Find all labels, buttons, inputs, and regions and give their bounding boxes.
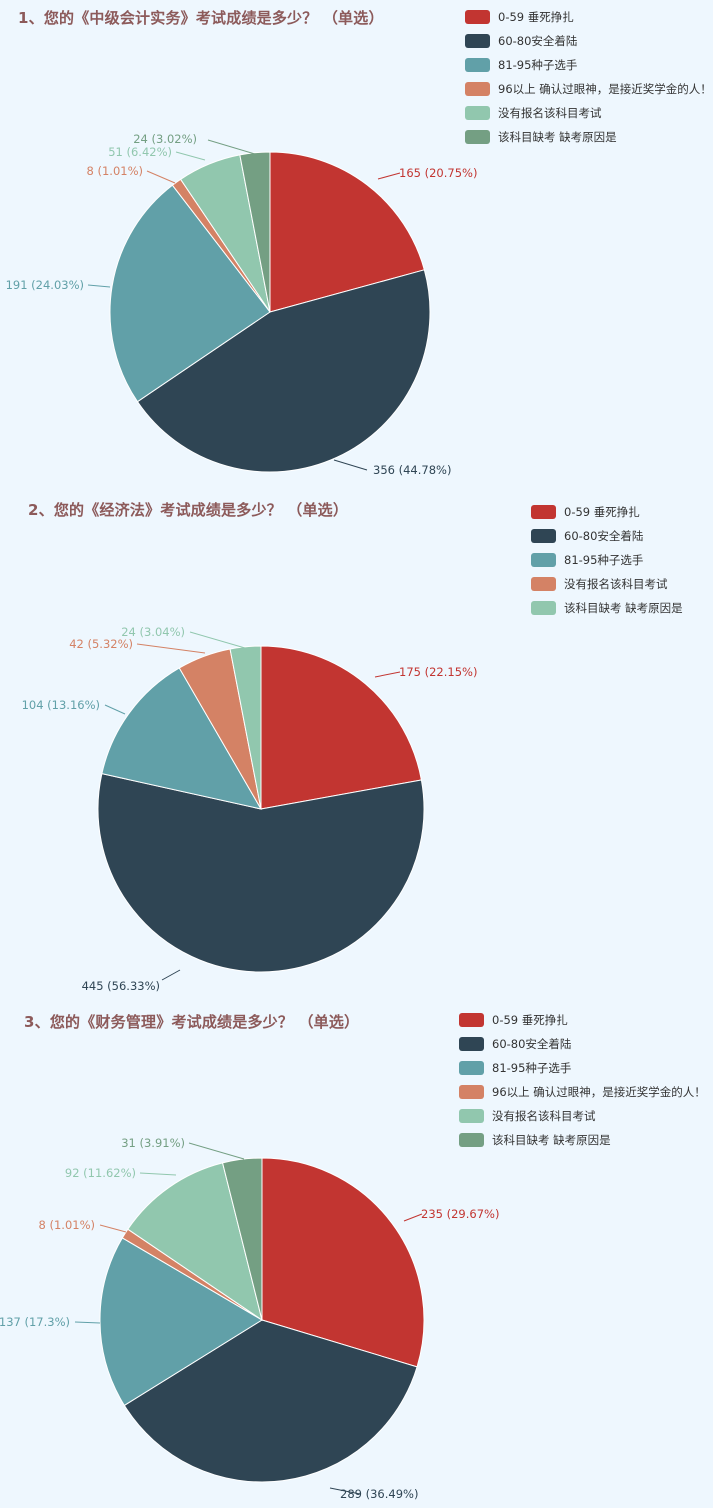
legend-swatch bbox=[459, 1109, 484, 1123]
slice-data-label: 51 (6.42%) bbox=[108, 145, 172, 159]
legend-label: 0-59 垂死挣扎 bbox=[498, 10, 574, 24]
slice-data-label: 92 (11.62%) bbox=[65, 1166, 136, 1180]
label-leader-line bbox=[136, 643, 206, 654]
chart-2: 2、您的《经济法》考试成绩是多少？ （单选） 0-59 垂死挣扎 60-80安全… bbox=[0, 490, 713, 1000]
pie-slice[interactable] bbox=[269, 151, 425, 313]
legend-swatch bbox=[459, 1013, 484, 1027]
pie-slice[interactable] bbox=[261, 1157, 425, 1368]
pie-slice[interactable] bbox=[221, 1157, 263, 1321]
legend-label: 0-59 垂死挣扎 bbox=[492, 1013, 568, 1027]
chart-3-title: 3、您的《财务管理》考试成绩是多少？ （单选） bbox=[24, 1013, 360, 1031]
legend-swatch bbox=[531, 505, 556, 519]
label-leader-line bbox=[74, 1321, 101, 1324]
slice-data-label: 165 (20.75%) bbox=[399, 166, 477, 180]
label-leader-line bbox=[207, 139, 256, 155]
legend-swatch bbox=[459, 1037, 484, 1051]
label-leader-line bbox=[329, 1487, 361, 1495]
legend-label: 该科目缺考 缺考原因是 bbox=[498, 130, 617, 144]
slice-data-label: 104 (13.16%) bbox=[22, 698, 100, 712]
label-leader-line bbox=[139, 1172, 177, 1176]
legend-label: 96以上 确认过眼神，是接近奖学金的人！ bbox=[498, 82, 712, 96]
label-leader-line bbox=[99, 1224, 127, 1233]
slice-data-label: 8 (1.01%) bbox=[87, 164, 143, 178]
slice-data-label: 175 (22.15%) bbox=[399, 665, 477, 679]
legend-label: 96以上 确认过眼神，是接近奖学金的人！ bbox=[492, 1085, 706, 1099]
label-leader-line bbox=[175, 151, 206, 161]
label-leader-line bbox=[104, 704, 126, 715]
chart-2-title: 2、您的《经济法》考试成绩是多少？ （单选） bbox=[28, 501, 349, 519]
pie-slice[interactable] bbox=[239, 151, 271, 313]
legend-swatch bbox=[465, 82, 490, 96]
legend-label: 0-59 垂死挣扎 bbox=[564, 505, 640, 519]
legend-label: 60-80安全着陆 bbox=[564, 529, 644, 543]
chart-3: 3、您的《财务管理》考试成绩是多少？ （单选） 0-59 垂死挣扎 60-80安… bbox=[0, 1000, 713, 1508]
slice-data-label: 24 (3.02%) bbox=[133, 132, 197, 146]
legend-label: 没有报名该科目考试 bbox=[564, 577, 668, 591]
legend-swatch bbox=[465, 58, 490, 72]
legend-swatch bbox=[531, 601, 556, 615]
slice-data-label: 24 (3.04%) bbox=[121, 625, 185, 639]
legend-label: 81-95种子选手 bbox=[564, 553, 644, 567]
legend-swatch bbox=[465, 106, 490, 120]
slice-data-label: 31 (3.91%) bbox=[121, 1136, 185, 1150]
legend-label: 60-80安全着陆 bbox=[498, 34, 578, 48]
pie-slice[interactable] bbox=[127, 1162, 263, 1322]
pie-slice[interactable] bbox=[229, 645, 262, 810]
slice-data-label: 8 (1.01%) bbox=[39, 1218, 95, 1232]
chart-3-pie: 235 (29.67%) 289 (36.49%) 137 (17.3%) 8 (1.… bbox=[0, 1136, 499, 1501]
label-leader-line bbox=[403, 1213, 423, 1222]
chart-1-pie: 165 (20.75%) 356 (44.78%) 191 (24.03%) 8 (1… bbox=[6, 132, 478, 477]
legend-label: 该科目缺考 缺考原因是 bbox=[564, 601, 683, 615]
legend-swatch bbox=[459, 1133, 484, 1147]
label-leader-line bbox=[188, 1142, 245, 1160]
pie-slice[interactable] bbox=[101, 667, 263, 810]
legend-swatch bbox=[531, 529, 556, 543]
legend-swatch bbox=[531, 553, 556, 567]
slice-data-label: 191 (24.03%) bbox=[6, 278, 84, 292]
legend-swatch bbox=[465, 34, 490, 48]
legend-label: 该科目缺考 缺考原因是 bbox=[492, 1133, 611, 1147]
slice-data-label: 356 (44.78%) bbox=[373, 463, 451, 477]
label-leader-line bbox=[189, 631, 246, 649]
legend-label: 81-95种子选手 bbox=[492, 1061, 572, 1075]
legend-label: 81-95种子选手 bbox=[498, 58, 578, 72]
chart-2-pie: 175 (22.15%) 445 (56.33%) 104 (13.16%) 42 (… bbox=[22, 625, 478, 993]
pie-slice[interactable] bbox=[99, 1237, 263, 1407]
label-leader-line bbox=[161, 969, 181, 981]
legend-swatch bbox=[465, 10, 490, 24]
slice-data-label: 235 (29.67%) bbox=[421, 1207, 499, 1221]
legend-swatch bbox=[465, 130, 490, 144]
legend-label: 没有报名该科目考试 bbox=[498, 106, 602, 120]
slice-data-label: 445 (56.33%) bbox=[82, 979, 160, 993]
slice-data-label: 289 (36.49%) bbox=[340, 1487, 418, 1501]
slice-data-label: 137 (17.3%) bbox=[0, 1315, 70, 1329]
chart-1-title: 1、您的《中级会计实务》考试成绩是多少？ （单选） bbox=[18, 9, 384, 27]
pie-slice[interactable] bbox=[97, 773, 425, 973]
label-leader-line bbox=[377, 172, 401, 180]
pie-slice[interactable] bbox=[136, 269, 431, 473]
pie-slice[interactable] bbox=[260, 645, 422, 810]
legend-swatch bbox=[459, 1061, 484, 1075]
label-leader-line bbox=[374, 671, 401, 678]
legend-swatch bbox=[459, 1085, 484, 1099]
legend-swatch bbox=[531, 577, 556, 591]
legend-label: 没有报名该科目考试 bbox=[492, 1109, 596, 1123]
label-leader-line bbox=[87, 284, 111, 288]
label-leader-line bbox=[146, 170, 176, 184]
chart-1: 1、您的《中级会计实务》考试成绩是多少？ （单选） 0-59 垂死挣扎 60-8… bbox=[0, 0, 713, 490]
legend-label: 60-80安全着陆 bbox=[492, 1037, 572, 1051]
label-leader-line bbox=[333, 459, 368, 471]
pie-slice[interactable] bbox=[109, 184, 271, 403]
slice-data-label: 42 (5.32%) bbox=[69, 637, 133, 651]
